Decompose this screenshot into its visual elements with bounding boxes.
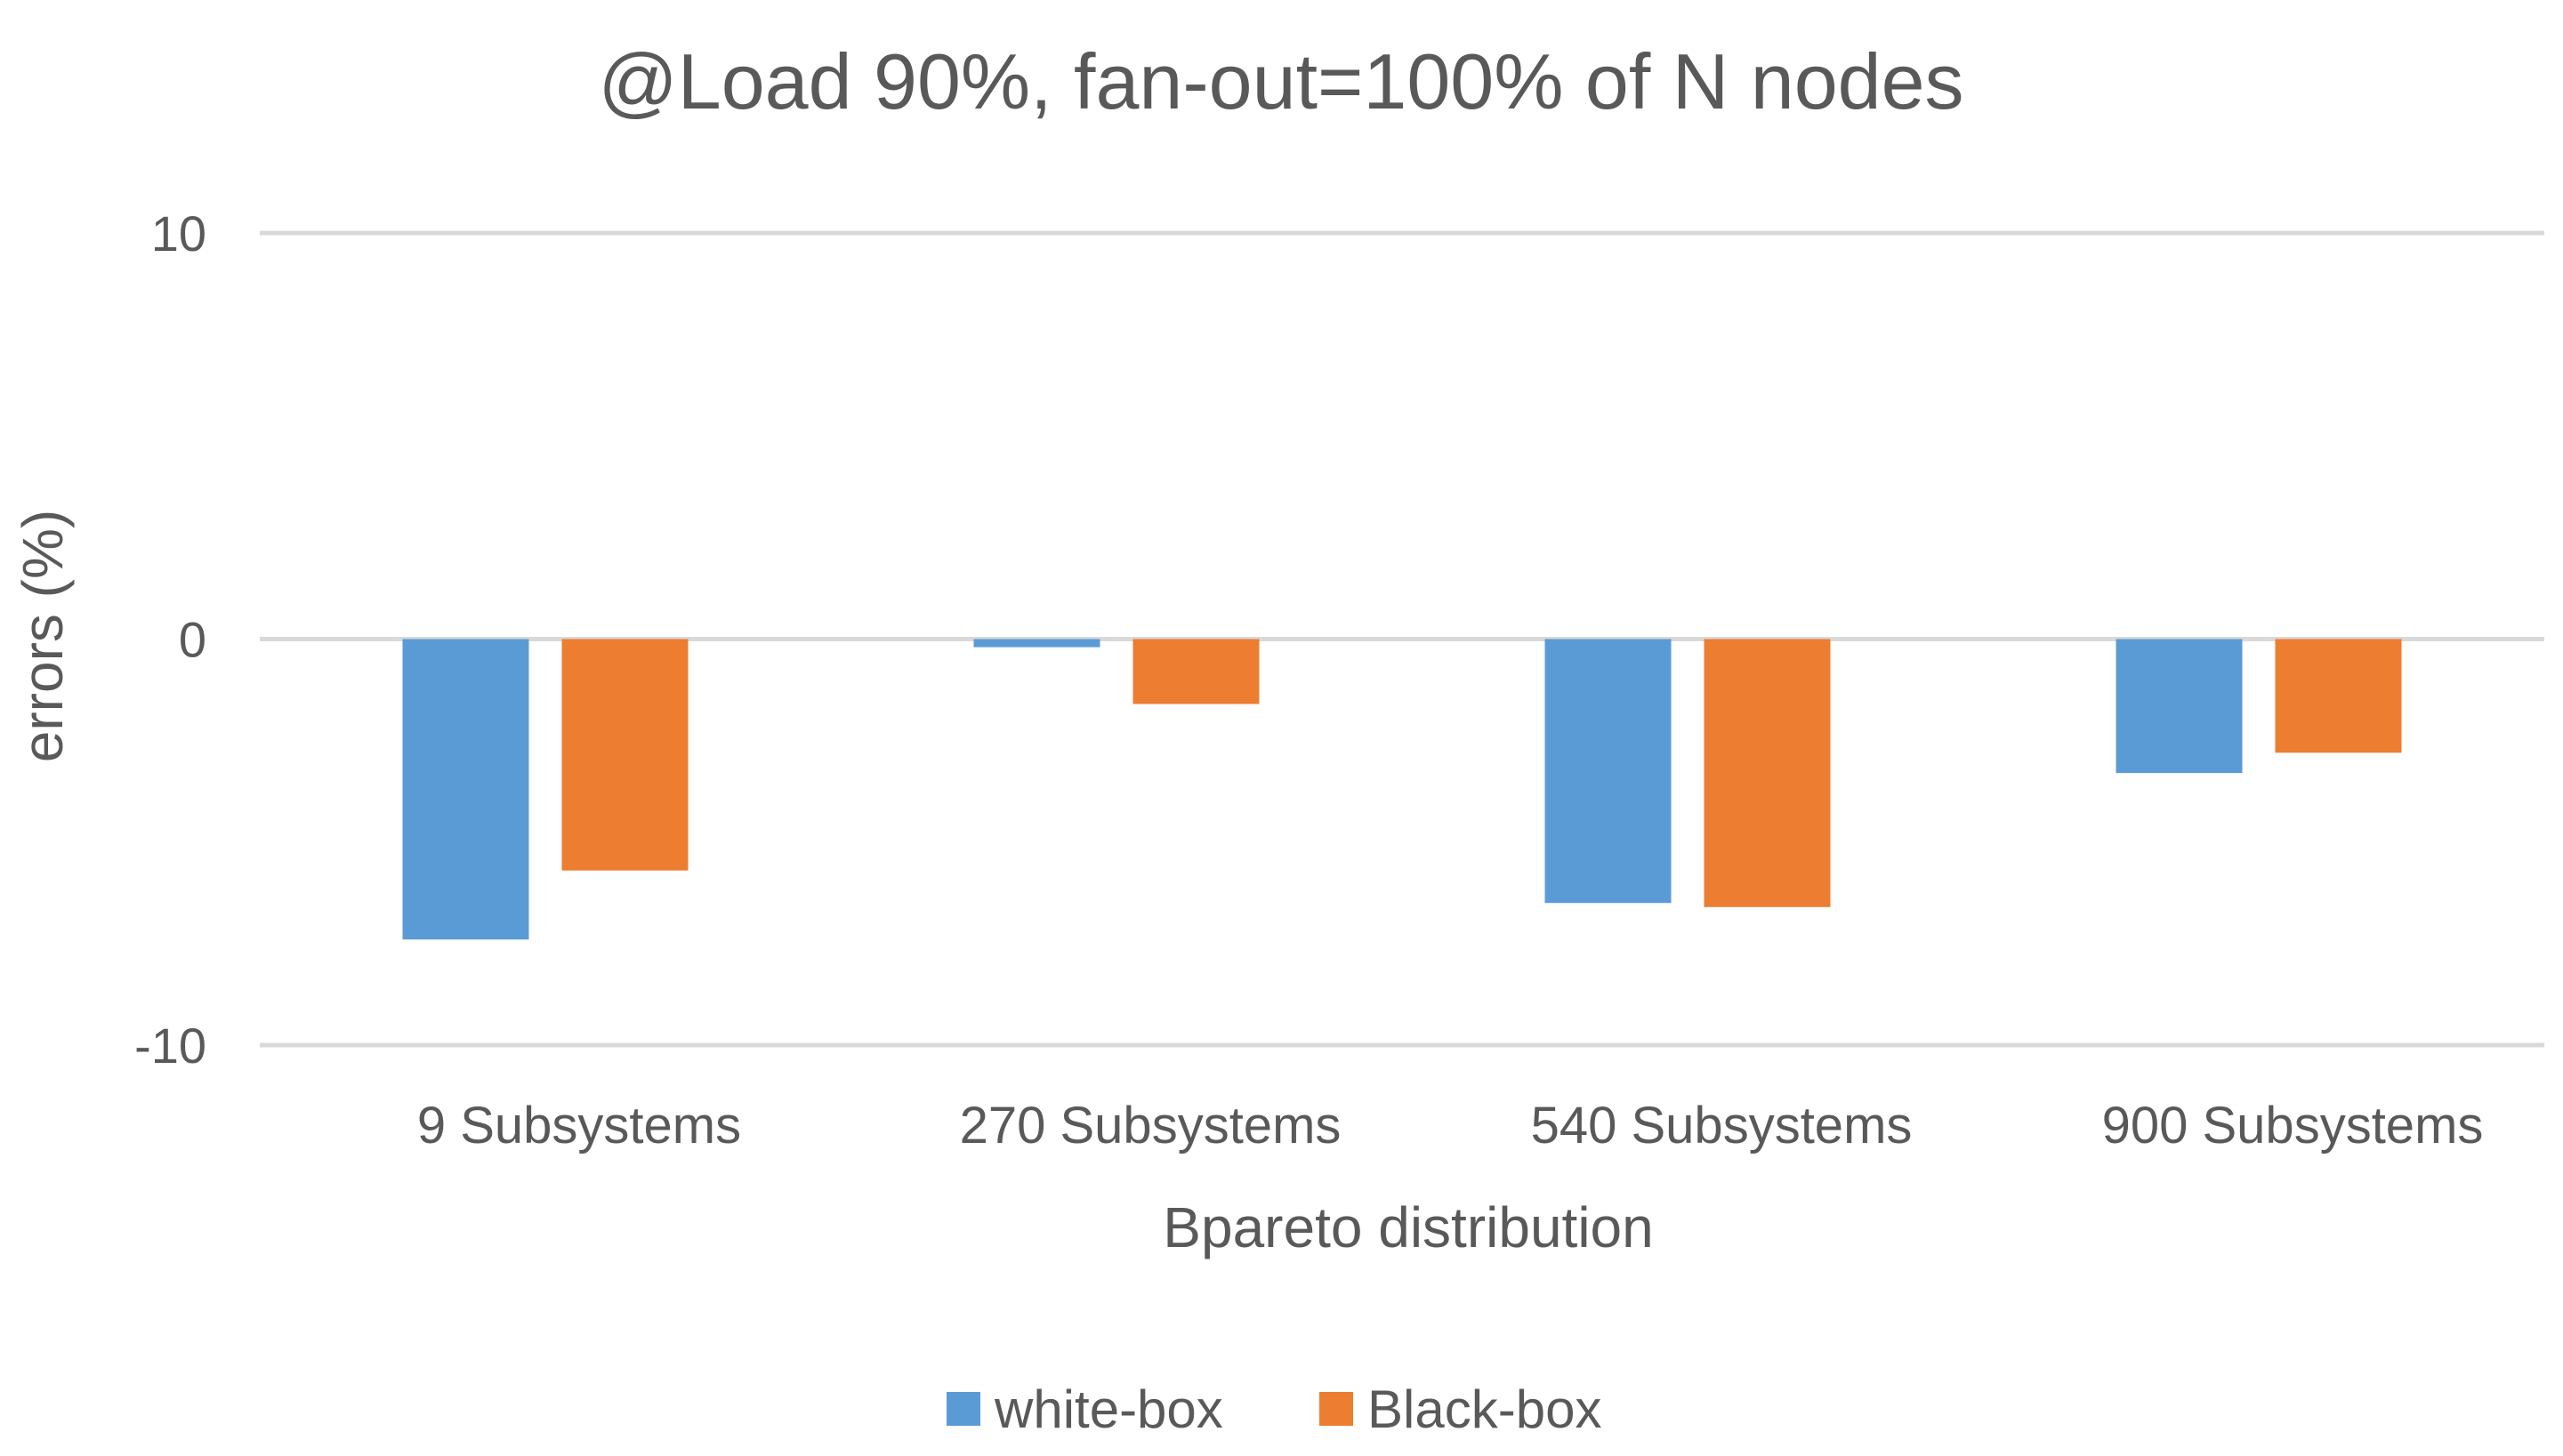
bar-black-box-1 (561, 639, 689, 871)
legend: white-box Black-box (947, 1380, 1601, 1439)
x-tick-label: 900 Subsystems (2102, 1097, 2484, 1154)
bar-white-box-4 (2116, 639, 2243, 774)
x-axis-label: Bpareto distribution (1163, 1195, 1653, 1259)
y-tick-label: 0 (179, 612, 206, 668)
bar-black-box-3 (1704, 639, 1831, 907)
bar-white-box-3 (1544, 639, 1672, 904)
x-tick-label: 9 Subsystems (417, 1097, 741, 1154)
y-axis-label: errors (%) (11, 510, 75, 762)
y-tick-label: -10 (134, 1018, 206, 1074)
legend-label-white-box: white-box (994, 1380, 1223, 1439)
x-tick-label: 540 Subsystems (1531, 1097, 1913, 1154)
x-tick-label: 270 Subsystems (960, 1097, 1342, 1154)
x-axis-ticks: 9 Subsystems 270 Subsystems 540 Subsystems… (417, 1097, 2484, 1154)
bar-white-box-2 (973, 639, 1100, 648)
y-axis-ticks: 10 0 -10 (134, 205, 206, 1074)
legend-swatch-white-box (947, 1392, 980, 1426)
bar-black-box-4 (2275, 639, 2402, 753)
y-tick-label: 10 (151, 205, 206, 261)
bar-black-box-2 (1132, 639, 1260, 704)
bars (402, 639, 2402, 940)
bar-white-box-1 (402, 639, 529, 940)
legend-swatch-black-box (1319, 1392, 1353, 1426)
legend-label-black-box: Black-box (1367, 1380, 1601, 1439)
chart-title: @Load 90%, fan-out=100% of N nodes (598, 37, 1963, 125)
